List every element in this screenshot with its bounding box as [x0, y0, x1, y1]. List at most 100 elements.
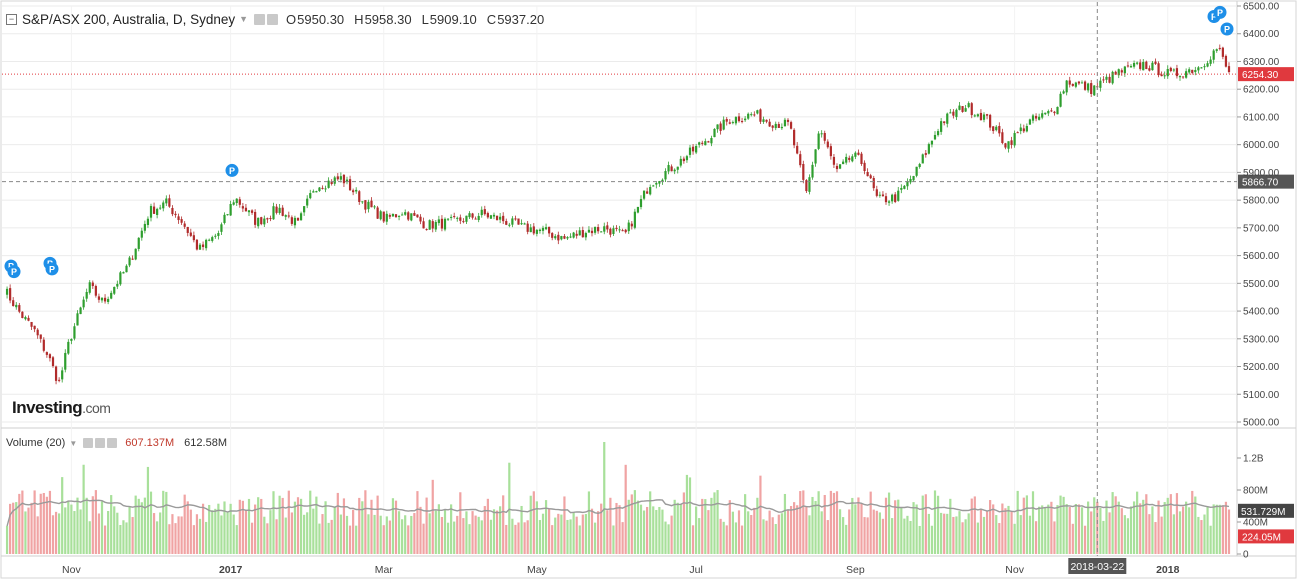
volume-current-tag-label: 224.05M — [1242, 532, 1281, 543]
volume-bar — [495, 510, 499, 554]
volume-bar — [226, 512, 229, 554]
candle-body — [140, 230, 143, 238]
candle-body — [854, 152, 857, 157]
volume-bar — [918, 525, 921, 554]
volume-bar — [1047, 504, 1050, 554]
volume-bar — [799, 491, 802, 554]
x-tick-label: 2018 — [1156, 564, 1180, 576]
candle-body — [789, 122, 793, 129]
x-tick-label: Sep — [846, 564, 865, 576]
candle-body — [226, 214, 229, 216]
candle-body — [499, 216, 502, 220]
candle-body — [943, 121, 946, 124]
volume-bar — [428, 513, 431, 554]
candle-body — [979, 112, 983, 121]
event-marker-letter: P — [49, 264, 55, 274]
event-marker-icon: P — [1220, 22, 1234, 36]
volume-title[interactable]: Volume (20) — [6, 437, 66, 449]
candle-body — [1145, 61, 1148, 70]
candle-body — [229, 204, 232, 216]
volume-bar — [149, 491, 153, 554]
volume-bar — [814, 500, 817, 554]
volume-bar — [1126, 518, 1130, 554]
candle-body — [802, 163, 805, 180]
volume-bar — [450, 504, 453, 554]
candle-body — [609, 228, 612, 235]
candle-body — [15, 304, 18, 308]
settings-icon[interactable] — [95, 438, 106, 448]
candle-body — [272, 206, 275, 220]
candle-body — [1163, 75, 1166, 77]
visibility-icon[interactable] — [254, 13, 266, 25]
x-tick-label: 2017 — [219, 564, 243, 576]
volume-bar — [832, 492, 836, 554]
open-value: 5950.30 — [297, 11, 345, 27]
candle-body — [376, 207, 379, 219]
volume-bar — [110, 495, 113, 554]
candle-body — [183, 223, 186, 227]
candle-body — [707, 141, 710, 143]
volume-bar — [985, 511, 989, 554]
volume-bar — [909, 520, 912, 554]
candle-body — [652, 185, 655, 187]
volume-bar — [716, 490, 719, 554]
candle-body — [85, 291, 88, 299]
collapse-icon[interactable]: − — [6, 13, 17, 25]
volume-bar — [94, 490, 97, 554]
candle-body — [906, 181, 909, 187]
volume-bar — [817, 491, 820, 554]
volume-bar — [1001, 503, 1004, 554]
candle-body — [848, 157, 851, 160]
volume-bar — [45, 496, 48, 554]
visibility-icon[interactable] — [83, 438, 94, 448]
candle-body — [103, 297, 107, 302]
candle-body — [887, 201, 891, 203]
volume-bar — [857, 497, 860, 554]
y-tick-label: 5600.00 — [1243, 251, 1280, 262]
candle-body — [1191, 69, 1194, 73]
chevron-down-icon[interactable]: ▼ — [239, 14, 249, 24]
candle-body — [76, 313, 79, 326]
candle-body — [557, 234, 560, 241]
volume-bar — [269, 510, 272, 554]
candle-body — [1031, 115, 1035, 121]
candle-body — [33, 325, 36, 330]
settings-icon[interactable] — [267, 13, 279, 25]
candle-body — [1197, 67, 1200, 71]
candle-body — [691, 146, 695, 152]
candle-body — [149, 205, 153, 218]
close-icon[interactable] — [107, 438, 118, 448]
volume-bar — [422, 523, 425, 554]
volume-bar — [5, 525, 9, 554]
candle-body — [538, 229, 542, 232]
y-tick-label: 5800.00 — [1243, 196, 1280, 207]
volume-bar — [554, 517, 557, 554]
candle-body — [404, 212, 407, 215]
volume-bar — [306, 512, 309, 554]
volume-bar — [535, 501, 538, 554]
candle-body — [9, 288, 12, 301]
candle-body — [1157, 63, 1160, 76]
candle-body — [122, 272, 125, 274]
volume-bar — [1154, 522, 1157, 554]
event-marker-letter: P — [229, 166, 235, 176]
volume-bar — [275, 519, 278, 554]
volume-bar — [581, 514, 584, 554]
volume-bar — [309, 490, 312, 554]
volume-bar — [642, 510, 646, 554]
candle-body — [725, 119, 728, 122]
volume-bar — [413, 513, 416, 554]
close-value: 5937.20 — [497, 11, 545, 27]
volume-bar — [165, 491, 168, 554]
instrument-title[interactable]: S&P/ASX 200, Australia, D, Sydney — [22, 11, 236, 27]
candle-body — [27, 317, 30, 321]
candle-body — [955, 109, 958, 118]
volume-bar — [673, 499, 676, 554]
chevron-down-icon[interactable]: ▼ — [69, 438, 78, 448]
volume-bar — [505, 524, 508, 554]
volume-bar — [183, 494, 186, 554]
candle-body — [897, 190, 900, 201]
volume-bar — [394, 500, 398, 554]
